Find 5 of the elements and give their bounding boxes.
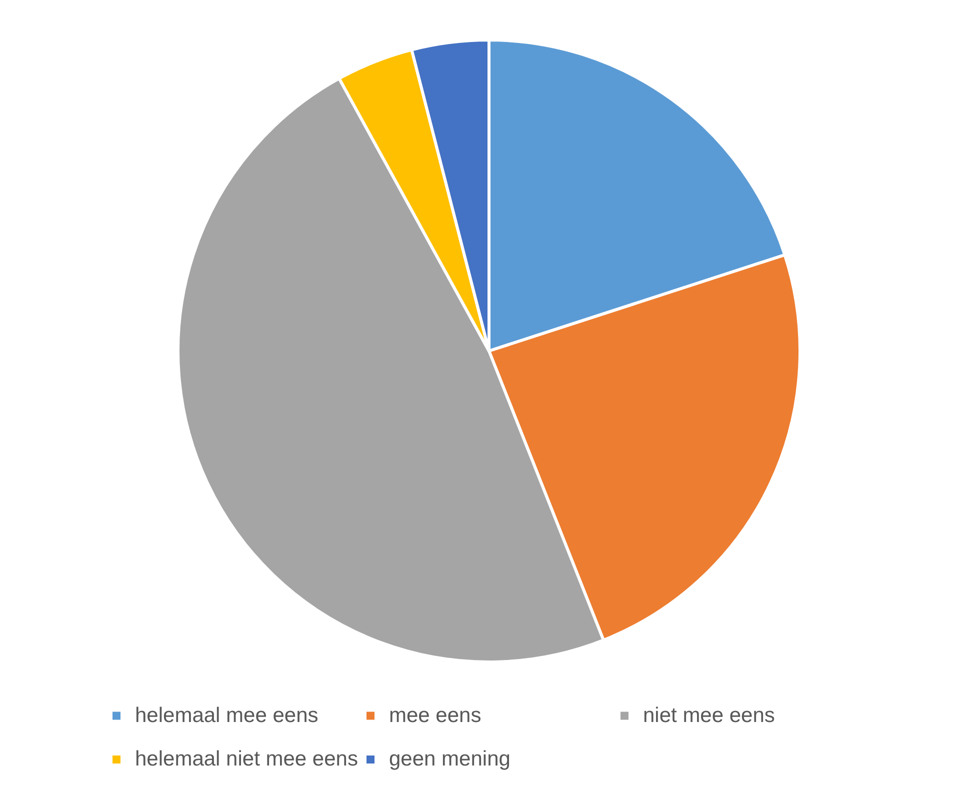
legend-label: niet mee eens <box>643 704 775 727</box>
legend-label: geen mening <box>389 748 510 770</box>
legend-label: mee eens <box>389 704 482 727</box>
legend-label: helemaal niet mee eens <box>135 748 358 770</box>
legend-label: helemaal mee eens <box>135 704 318 727</box>
